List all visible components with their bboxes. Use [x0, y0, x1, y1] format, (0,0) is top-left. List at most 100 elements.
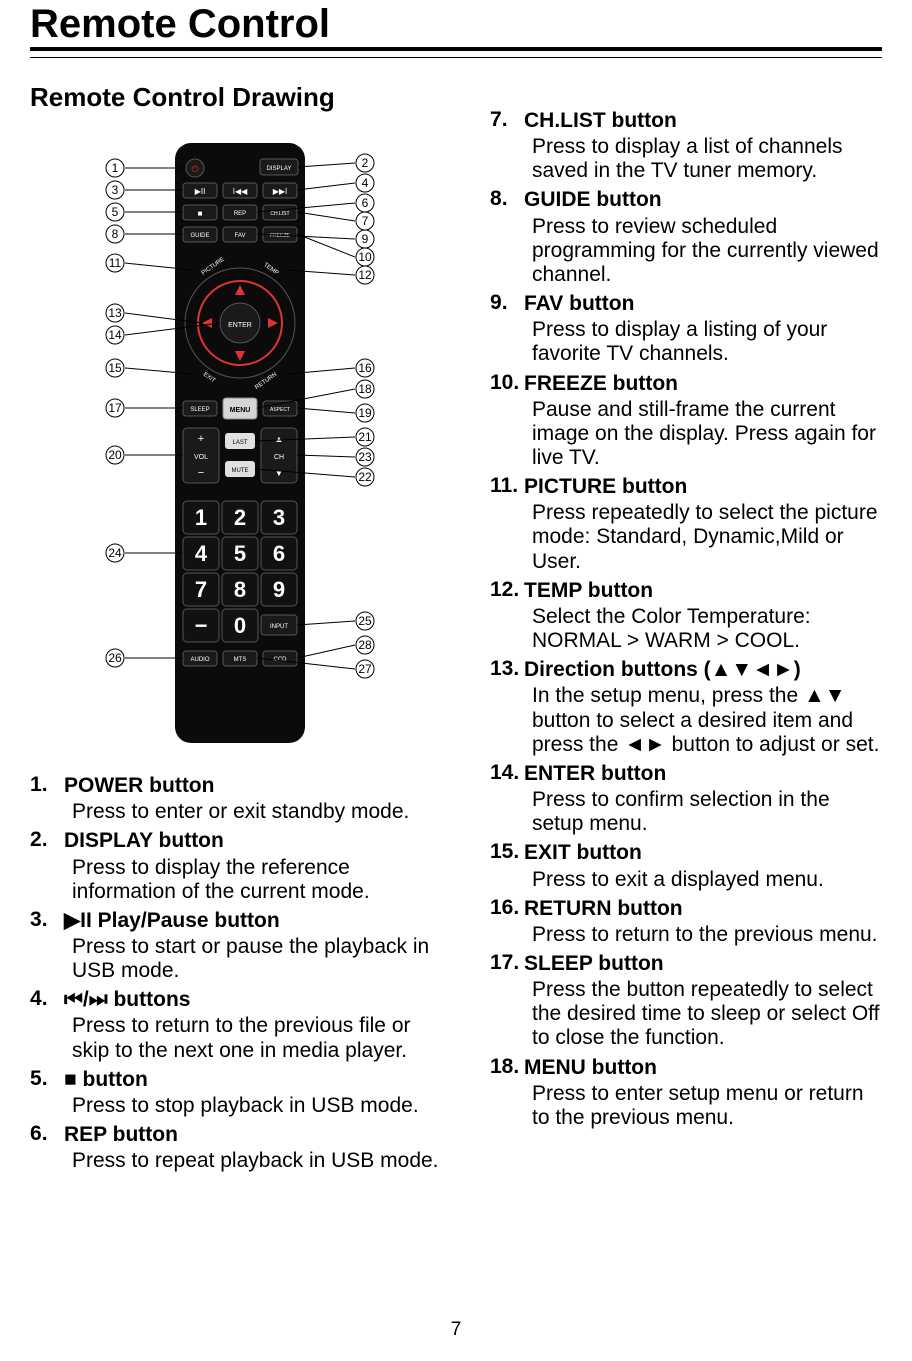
subtitle: Remote Control Drawing — [30, 82, 450, 113]
item-title: GUIDE button — [524, 187, 882, 212]
svg-text:0: 0 — [234, 613, 246, 638]
svg-text:2: 2 — [234, 505, 246, 530]
svg-text:19: 19 — [358, 406, 372, 420]
item-body: In the setup menu, press the ▲▼ button t… — [524, 684, 882, 756]
svg-text:SLEEP: SLEEP — [190, 407, 209, 413]
svg-text:1: 1 — [195, 505, 207, 530]
item-body: Press to review scheduled programming fo… — [524, 215, 882, 287]
svg-text:18: 18 — [358, 382, 372, 396]
list-right: CH.LIST buttonPress to display a list of… — [490, 108, 882, 1130]
svg-text:2: 2 — [362, 156, 369, 170]
svg-text:23: 23 — [358, 450, 372, 464]
svg-text:−: − — [198, 467, 204, 479]
svg-text:GUIDE: GUIDE — [190, 233, 209, 239]
item-body: Press to enter or exit standby mode. — [64, 800, 450, 824]
remote-figure: ⏻ DISPLAY ▶II I◀◀ ▶▶I ■ REP CH. — [30, 123, 450, 763]
list-item: Direction buttons (▲▼◄►)In the setup men… — [490, 657, 882, 757]
item-title: RETURN button — [524, 896, 882, 921]
list-item: ■ buttonPress to stop playback in USB mo… — [30, 1067, 450, 1118]
item-title: EXIT button — [524, 840, 882, 865]
svg-text:13: 13 — [108, 306, 122, 320]
svg-text:▲: ▲ — [275, 434, 284, 444]
svg-text:MTS: MTS — [234, 657, 247, 663]
item-body: Press to repeat playback in USB mode. — [64, 1149, 450, 1173]
svg-text:20: 20 — [108, 448, 122, 462]
item-body: Press to confirm selection in the setup … — [524, 788, 882, 836]
item-body: Press to display a listing of your favor… — [524, 318, 882, 366]
svg-text:11: 11 — [109, 256, 122, 270]
svg-text:I◀◀: I◀◀ — [233, 187, 248, 196]
list-item: FREEZE buttonPause and still-frame the c… — [490, 371, 882, 471]
item-title: ⏮/⏭ buttons — [64, 987, 450, 1012]
svg-text:MUTE: MUTE — [232, 468, 249, 474]
svg-text:1: 1 — [112, 161, 119, 175]
item-title: FAV button — [524, 291, 882, 316]
item-body: Press to enter setup menu or return to t… — [524, 1082, 882, 1130]
svg-text:MENU: MENU — [230, 407, 251, 414]
item-body: Press to start or pause the playback in … — [64, 935, 450, 983]
item-body: Press repeatedly to select the picture m… — [524, 501, 882, 573]
svg-text:6: 6 — [362, 196, 369, 210]
title-underline — [30, 57, 882, 58]
svg-text:3: 3 — [112, 183, 119, 197]
item-body: Press to display the reference informati… — [64, 856, 450, 904]
item-title: REP button — [64, 1122, 450, 1147]
svg-text:26: 26 — [108, 651, 122, 665]
item-title: ▶II Play/Pause button — [64, 908, 450, 933]
svg-text:3: 3 — [273, 505, 285, 530]
item-title: ENTER button — [524, 761, 882, 786]
svg-text:10: 10 — [358, 250, 372, 264]
item-title: SLEEP button — [524, 951, 882, 976]
list-item: GUIDE button Press to review scheduled pr… — [490, 187, 882, 287]
list-item: REP buttonPress to repeat playback in US… — [30, 1122, 450, 1173]
svg-text:7: 7 — [195, 577, 207, 602]
svg-text:ASPECT: ASPECT — [270, 407, 290, 413]
svg-text:AUDIO: AUDIO — [190, 657, 209, 663]
item-body: Press to exit a displayed menu. — [524, 868, 882, 892]
svg-text:17: 17 — [108, 401, 122, 415]
svg-text:25: 25 — [358, 614, 372, 628]
svg-text:5: 5 — [234, 541, 246, 566]
item-body: Press to return to the previous file or … — [64, 1014, 450, 1062]
svg-text:24: 24 — [108, 546, 122, 560]
svg-text:CH.LIST: CH.LIST — [270, 211, 289, 217]
list-item: SLEEP buttonPress the button repeatedly … — [490, 951, 882, 1051]
svg-text:4: 4 — [195, 541, 208, 566]
item-body: Pause and still-frame the current image … — [524, 398, 882, 470]
page-number: 7 — [0, 1319, 912, 1341]
list-item: POWER buttonPress to enter or exit stand… — [30, 773, 450, 824]
list-item: CH.LIST buttonPress to display a list of… — [490, 108, 882, 183]
svg-text:14: 14 — [108, 328, 122, 342]
svg-text:▶II: ▶II — [195, 187, 206, 196]
svg-text:−: − — [195, 613, 208, 638]
svg-text:9: 9 — [273, 577, 285, 602]
item-title: Direction buttons (▲▼◄►) — [524, 657, 882, 682]
svg-text:8: 8 — [234, 577, 246, 602]
svg-text:LAST: LAST — [232, 440, 247, 446]
svg-text:REP: REP — [234, 211, 246, 217]
item-title: POWER button — [64, 773, 450, 798]
svg-text:+: + — [198, 433, 204, 445]
svg-text:CH: CH — [274, 454, 284, 461]
item-body: Press the button repeatedly to select th… — [524, 978, 882, 1050]
svg-text:4: 4 — [362, 176, 369, 190]
list-item: EXIT button Press to exit a displayed men… — [490, 840, 882, 891]
item-title: CH.LIST button — [524, 108, 882, 133]
svg-text:▶▶I: ▶▶I — [273, 187, 288, 196]
item-title: MENU button — [524, 1055, 882, 1080]
item-title: FREEZE button — [524, 371, 882, 396]
item-body: Select the Color Temperature: NORMAL > W… — [524, 605, 882, 653]
item-title: DISPLAY button — [64, 828, 450, 853]
svg-text:16: 16 — [358, 361, 372, 375]
list-item: ⏮/⏭ buttonsPress to return to the previo… — [30, 987, 450, 1062]
list-item: PICTURE buttonPress repeatedly to select… — [490, 474, 882, 574]
list-left: POWER buttonPress to enter or exit stand… — [30, 773, 450, 1173]
svg-text:⏻: ⏻ — [191, 164, 198, 174]
svg-text:■: ■ — [198, 209, 203, 218]
svg-text:12: 12 — [358, 268, 372, 282]
item-title: TEMP button — [524, 578, 882, 603]
svg-text:VOL: VOL — [194, 454, 208, 461]
svg-text:5: 5 — [112, 205, 119, 219]
list-item: MENU buttonPress to enter setup menu or … — [490, 1055, 882, 1130]
list-item: DISPLAY button Press to display the refer… — [30, 828, 450, 903]
